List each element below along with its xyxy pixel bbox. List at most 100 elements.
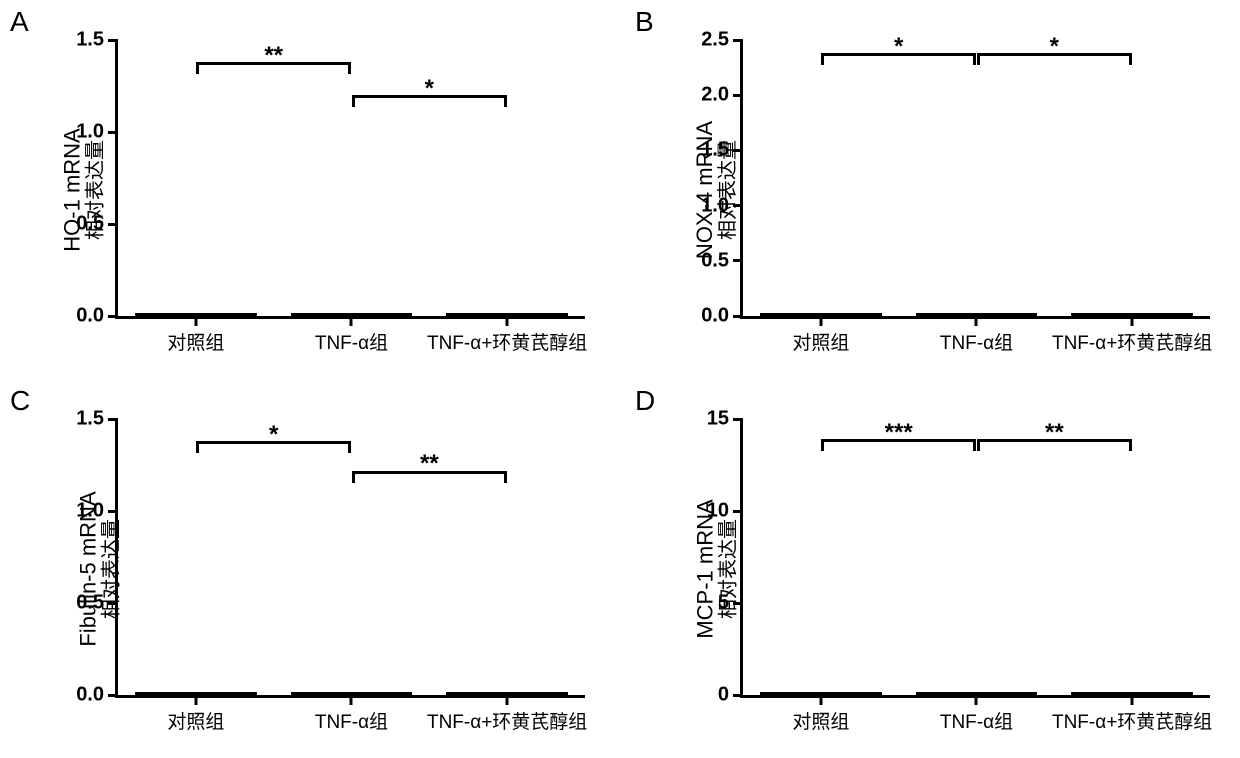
significance-bracket: * [352,95,508,107]
y-tick-label: 1.0 [76,500,104,523]
x-tick [1131,316,1134,326]
significance-label: ** [264,46,283,65]
y-tick [733,418,743,421]
significance-bracket: ** [352,471,508,483]
x-label: TNF-α+环黄芪醇组 [1052,707,1212,734]
x-label: TNF-α组 [940,328,1013,355]
bar-group: TNF-α+环黄芪醇组 [1071,313,1192,316]
panel-letter: A [10,6,29,38]
y-tick-label: 0.0 [701,305,729,328]
x-tick [819,695,822,705]
bars-container: 对照组 TNF-α组 TNF-α+环黄芪醇组 [743,419,1210,695]
y-tick-label: 1.5 [76,408,104,431]
x-label: TNF-α+环黄芪醇组 [427,328,587,355]
chart-area: 0.00.51.01.52.02.5对照组TNF-α组TNF-α+环黄芪醇组** [740,40,1210,319]
bar-group: 对照组 [760,313,881,316]
panel-d: DMCP-1 mRNA相对表达量051015对照组TNF-α组TNF-α+环黄芪… [635,389,1230,748]
y-tick-label: 1.5 [701,139,729,162]
y-tick [108,315,118,318]
significance-label: * [269,425,278,444]
bar-group: TNF-α+环黄芪醇组 [446,313,567,316]
y-tick [733,694,743,697]
significance-bracket: ** [977,439,1133,451]
x-tick [819,316,822,326]
significance-label: ** [1045,423,1064,442]
significance-label: * [425,79,434,98]
x-label: TNF-α+环黄芪醇组 [427,707,587,734]
bar-group: TNF-α+环黄芪醇组 [446,692,567,695]
y-tick-label: 0.0 [76,684,104,707]
y-tick [108,510,118,513]
panel-letter: C [10,385,30,417]
chart-area: 0.00.51.01.5对照组TNF-α组TNF-α+环黄芪醇组*** [115,40,585,319]
y-tick-label: 0 [718,684,729,707]
bars-container: 对照组 TNF-α组 TNF-α+环黄芪醇组 [118,40,585,316]
significance-label: * [1050,37,1059,56]
significance-bracket: * [977,53,1133,65]
bar-group: TNF-α组 [916,692,1037,695]
significance-bracket: ** [196,62,352,74]
y-tick [108,223,118,226]
y-tick-label: 5 [718,592,729,615]
x-label: TNF-α组 [940,707,1013,734]
panel-c: CFibulin-5 mRNA相对表达量0.00.51.01.5对照组TNF-α… [10,389,605,748]
bar-group: 对照组 [135,692,256,695]
x-label: TNF-α+环黄芪醇组 [1052,328,1212,355]
y-tick-label: 2.5 [701,29,729,52]
x-tick [350,316,353,326]
x-tick [194,695,197,705]
panel-a: AHO-1 mRNA相对表达量0.00.51.01.5对照组TNF-α组TNF-… [10,10,605,369]
x-tick [506,695,509,705]
chart-area: 0.00.51.01.5对照组TNF-α组TNF-α+环黄芪醇组*** [115,419,585,698]
x-label: 对照组 [792,328,849,355]
y-tick-label: 0.5 [76,592,104,615]
y-tick [108,418,118,421]
y-tick [733,259,743,262]
y-tick [108,131,118,134]
y-tick [108,602,118,605]
y-tick-label: 1.0 [701,194,729,217]
bar-group: TNF-α+环黄芪醇组 [1071,692,1192,695]
x-label: TNF-α组 [315,707,388,734]
y-tick-label: 1.5 [76,29,104,52]
significance-label: *** [885,423,913,442]
y-tick [108,39,118,42]
x-label: 对照组 [167,328,224,355]
bar-group: TNF-α组 [291,692,412,695]
y-tick-label: 0.0 [76,305,104,328]
panel-letter: B [635,6,654,38]
panel-letter: D [635,385,655,417]
y-tick-label: 1.0 [76,121,104,144]
x-label: TNF-α组 [315,328,388,355]
significance-label: * [894,37,903,56]
y-tick-label: 0.5 [76,213,104,236]
significance-bracket: *** [821,439,977,451]
y-tick [733,149,743,152]
bar-group: TNF-α组 [291,313,412,316]
x-tick [1131,695,1134,705]
x-tick [975,695,978,705]
significance-label: ** [420,454,439,473]
y-tick [733,204,743,207]
y-tick [733,39,743,42]
x-tick [975,316,978,326]
significance-bracket: * [196,441,352,453]
x-label: 对照组 [167,707,224,734]
bar-group: 对照组 [760,692,881,695]
chart-area: 051015对照组TNF-α组TNF-α+环黄芪醇组***** [740,419,1210,698]
y-tick-label: 10 [707,500,729,523]
y-tick-label: 15 [707,408,729,431]
y-tick-label: 2.0 [701,84,729,107]
x-label: 对照组 [792,707,849,734]
significance-bracket: * [821,53,977,65]
y-tick-label: 0.5 [701,249,729,272]
y-tick [733,510,743,513]
x-tick [506,316,509,326]
x-tick [350,695,353,705]
bar-group: 对照组 [135,313,256,316]
x-tick [194,316,197,326]
bar-group: TNF-α组 [916,313,1037,316]
y-tick [733,94,743,97]
y-tick [733,602,743,605]
bars-container: 对照组 TNF-α组 TNF-α+环黄芪醇组 [118,419,585,695]
